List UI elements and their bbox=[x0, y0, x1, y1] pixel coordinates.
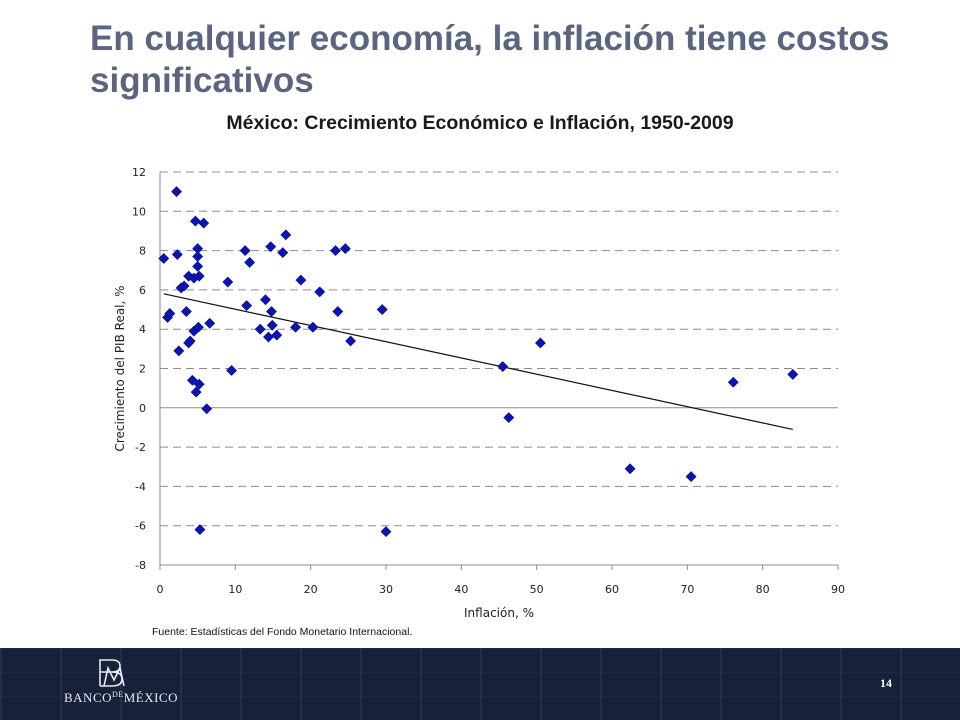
y-tick-label: 4 bbox=[139, 323, 146, 336]
data-point bbox=[193, 378, 205, 390]
data-point bbox=[277, 247, 289, 258]
data-point bbox=[194, 524, 206, 536]
data-point bbox=[239, 245, 251, 257]
data-point bbox=[330, 245, 341, 257]
data-point bbox=[171, 249, 183, 260]
data-point bbox=[339, 243, 351, 255]
data-point bbox=[535, 337, 546, 349]
data-point bbox=[624, 463, 636, 475]
data-point bbox=[158, 253, 170, 264]
x-tick-label: 20 bbox=[304, 583, 318, 596]
y-tick-label: 12 bbox=[132, 166, 146, 179]
data-point bbox=[178, 280, 190, 292]
data-points bbox=[158, 186, 799, 538]
page-number: 14 bbox=[880, 676, 892, 690]
scatter-chart: -8 -6 -4 -2 0 2 4 6 8 10 12 0 10 20 30 40 50 60 70 80 90 Infl… bbox=[113, 166, 845, 620]
x-tick-label: 10 bbox=[228, 583, 242, 596]
bank-name-right: MÉXICO bbox=[123, 690, 178, 705]
data-point bbox=[173, 345, 185, 357]
data-point bbox=[280, 229, 292, 241]
data-point bbox=[201, 403, 213, 415]
data-point bbox=[376, 304, 388, 315]
x-axis-label: Inflación, % bbox=[464, 606, 534, 620]
data-point bbox=[265, 241, 277, 253]
data-point bbox=[226, 365, 237, 376]
data-point bbox=[192, 321, 204, 333]
y-tick-label: -8 bbox=[135, 559, 146, 572]
data-point bbox=[314, 286, 326, 298]
data-point bbox=[263, 331, 274, 343]
x-tick-label: 30 bbox=[379, 583, 393, 596]
data-point bbox=[183, 270, 195, 282]
y-axis-label: Crecimiento del PIB Real, % bbox=[113, 285, 127, 451]
data-point bbox=[180, 306, 192, 317]
data-point bbox=[164, 308, 176, 319]
data-point bbox=[380, 526, 392, 538]
slide-title: En cualquier economía, la inflación tien… bbox=[90, 19, 890, 100]
data-point bbox=[290, 321, 302, 333]
y-tick-label: 6 bbox=[139, 284, 146, 297]
y-tick-label: -2 bbox=[135, 441, 146, 454]
x-tick-label: 0 bbox=[157, 583, 164, 596]
data-point bbox=[307, 321, 319, 333]
y-tick-label: -6 bbox=[135, 520, 146, 533]
data-point bbox=[685, 471, 697, 482]
data-point bbox=[497, 361, 509, 372]
x-tick-label: 50 bbox=[530, 583, 544, 596]
data-point bbox=[192, 260, 204, 272]
data-point bbox=[184, 335, 196, 347]
data-point bbox=[189, 215, 201, 227]
data-point bbox=[345, 335, 357, 347]
trendline-layer bbox=[163, 293, 793, 431]
data-point bbox=[241, 300, 253, 312]
data-point bbox=[186, 374, 198, 386]
bank-name-left: BANCO bbox=[64, 690, 113, 705]
data-point bbox=[254, 323, 266, 335]
data-point bbox=[503, 412, 515, 424]
axis-labels: -8 -6 -4 -2 0 2 4 6 8 10 12 0 10 20 30 40 50 60 70 80 90 Infl… bbox=[113, 166, 845, 620]
data-point bbox=[260, 294, 271, 306]
data-point bbox=[198, 217, 210, 229]
source-note: Fuente: Estadísticas del Fondo Monetario… bbox=[152, 626, 413, 638]
data-point bbox=[244, 256, 256, 268]
y-tick-label: 0 bbox=[139, 402, 146, 415]
data-point bbox=[266, 319, 278, 331]
data-point bbox=[190, 386, 202, 398]
bank-name: BANCODEMÉXICO bbox=[64, 690, 178, 706]
y-tick-label: -4 bbox=[135, 480, 146, 493]
axes bbox=[159, 172, 839, 570]
banco-de-mexico-monogram-icon bbox=[99, 659, 125, 687]
data-point bbox=[222, 276, 234, 288]
x-tick-label: 60 bbox=[605, 583, 619, 596]
x-tick-label: 40 bbox=[454, 583, 468, 596]
data-point bbox=[193, 270, 205, 282]
data-point bbox=[271, 329, 283, 341]
data-point bbox=[727, 376, 739, 388]
x-tick-label: 70 bbox=[680, 583, 694, 596]
data-point bbox=[266, 306, 277, 317]
y-tick-label: 10 bbox=[132, 205, 146, 218]
data-point bbox=[787, 368, 799, 380]
y-tick-label: 8 bbox=[139, 245, 146, 258]
footer-band: BANCODEMÉXICO bbox=[0, 648, 960, 720]
grid-lines bbox=[160, 171, 838, 566]
data-point bbox=[171, 186, 182, 198]
footer-pattern bbox=[0, 648, 960, 720]
data-point bbox=[295, 274, 307, 286]
data-point bbox=[332, 306, 344, 317]
x-tick-label: 90 bbox=[831, 583, 845, 596]
x-tick-label: 80 bbox=[756, 583, 770, 596]
trendline bbox=[163, 293, 793, 431]
chart-title: México: Crecimiento Económico e Inflació… bbox=[226, 112, 734, 134]
y-tick-label: 2 bbox=[139, 363, 146, 376]
data-point bbox=[192, 251, 204, 262]
data-point bbox=[204, 317, 216, 329]
bank-name-de: DE bbox=[112, 690, 124, 699]
